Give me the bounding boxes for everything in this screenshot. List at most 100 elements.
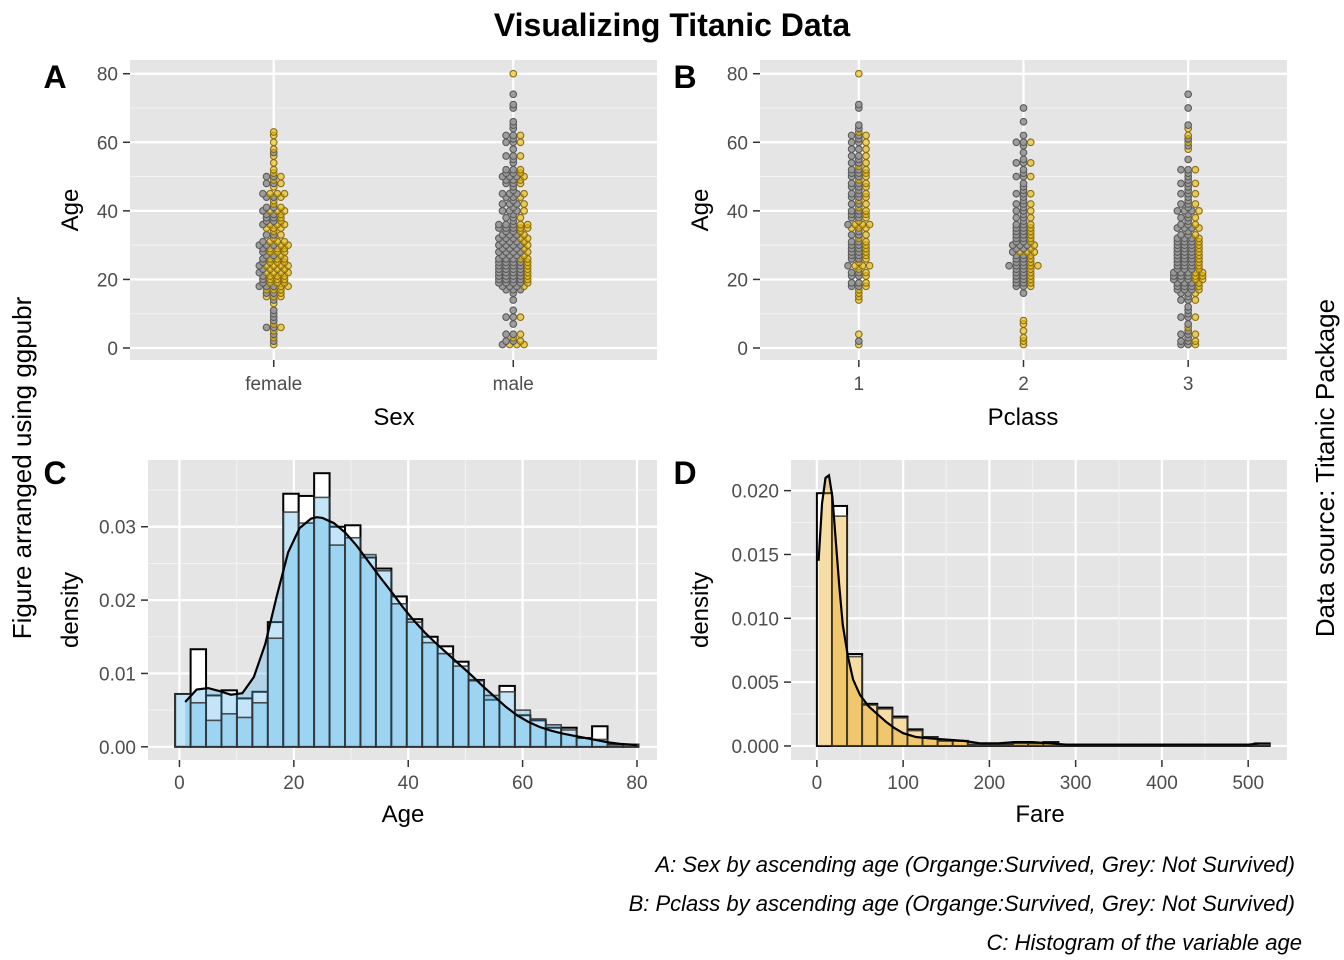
dot-not-survived — [1012, 220, 1021, 229]
y-tick-label: 0.005 — [731, 673, 779, 694]
filled-histogram-bar — [498, 690, 516, 748]
filled-histogram-bar — [328, 544, 346, 748]
dot-survived — [862, 159, 870, 167]
dot-not-survived — [1019, 117, 1028, 126]
dot-not-survived — [259, 189, 267, 198]
dot-survived — [862, 268, 870, 277]
dot-survived — [1191, 213, 1200, 222]
dot-not-survived — [1019, 155, 1028, 164]
dot-survived — [1019, 316, 1028, 325]
dot-survived — [280, 237, 289, 246]
dot-not-survived — [854, 152, 863, 160]
dot-survived — [280, 189, 289, 198]
dot-not-survived — [1012, 189, 1021, 198]
dot-survived — [862, 237, 870, 246]
dot-not-survived — [1177, 165, 1185, 174]
filled-histogram-bar — [1253, 743, 1271, 747]
dot-survived — [862, 145, 870, 153]
dot-survived — [509, 69, 518, 78]
filled-histogram-bar — [390, 602, 408, 748]
dot-not-survived — [1019, 148, 1028, 157]
y-tick-label: 0.015 — [731, 545, 779, 566]
filled-histogram-bar — [220, 712, 238, 748]
panel-tag: D — [673, 455, 696, 491]
y-tick-label: 60 — [727, 133, 748, 154]
x-tick-label: 500 — [1232, 773, 1264, 794]
y-tick-label: 40 — [727, 202, 748, 223]
dot-not-survived — [262, 231, 271, 239]
dot-survived — [862, 165, 870, 174]
dot-not-survived — [1177, 200, 1185, 208]
dot-survived — [516, 152, 525, 160]
dot-survived — [516, 220, 525, 229]
dot-survived — [862, 138, 870, 147]
dot-survived — [516, 337, 525, 345]
filled-histogram-bar — [359, 553, 377, 748]
dot-survived — [516, 330, 525, 339]
dot-not-survived — [847, 268, 856, 277]
panel-a: A Sex Age 0 20 40 60 80 female male — [43, 59, 657, 431]
dot-survived — [1026, 172, 1035, 181]
y-axis-title: Age — [57, 189, 84, 232]
filled-histogram-bar — [297, 522, 315, 748]
filled-histogram-bar — [236, 716, 254, 748]
x-tick-label: 80 — [626, 773, 647, 794]
dot-not-survived — [847, 200, 856, 208]
dot-not-survived — [509, 313, 518, 321]
dot-not-survived — [847, 237, 856, 246]
x-tick-label: 20 — [283, 773, 304, 794]
dot-not-survived — [1012, 172, 1021, 181]
dot-not-survived — [498, 200, 507, 208]
dot-survived — [862, 200, 870, 208]
density-line — [184, 516, 638, 747]
panel-d: D Fare density 0.000 0.005 0.010 0.015 0.020 0 10… — [673, 455, 1287, 828]
dot-not-survived — [502, 330, 510, 339]
dot-not-survived — [1019, 131, 1028, 140]
dot-not-survived — [1177, 337, 1185, 345]
x-tick-label: 0 — [812, 773, 823, 794]
dot-survived — [862, 279, 870, 287]
dot-survived — [1191, 231, 1200, 239]
dot-survived — [1191, 189, 1200, 198]
dot-survived — [1026, 213, 1035, 222]
dot-survived — [862, 231, 870, 239]
dot-not-survived — [262, 323, 271, 332]
dot-survived — [269, 145, 278, 153]
figure-title: Visualizing Titanic Data — [494, 7, 850, 43]
y-tick-label: 0.000 — [731, 737, 779, 758]
x-tick-label: 200 — [974, 773, 1006, 794]
dot-survived — [1026, 189, 1035, 198]
dot-not-survived — [854, 145, 863, 153]
right-caption: Data source: Titanic Package — [1310, 299, 1340, 637]
dot-not-survived — [847, 207, 856, 215]
x-tick-label: 3 — [1183, 374, 1194, 395]
dot-not-survived — [847, 165, 856, 174]
dot-not-survived — [847, 159, 856, 167]
dot-not-survived — [1177, 189, 1185, 198]
dot-not-survived — [1177, 231, 1185, 239]
filled-histogram-bar — [313, 496, 331, 748]
dot-not-survived — [1177, 296, 1185, 304]
dot-survived — [865, 220, 874, 229]
dot-survived — [269, 165, 278, 174]
dot-not-survived — [1019, 138, 1028, 147]
dot-survived — [266, 189, 274, 198]
dot-not-survived — [509, 306, 518, 315]
x-tick-label: male — [493, 374, 534, 395]
dot-survived — [520, 207, 528, 215]
y-tick-label: 0 — [737, 339, 748, 360]
dot-survived — [1026, 207, 1035, 215]
dot-not-survived — [854, 100, 863, 109]
dot-not-survived — [847, 138, 856, 147]
dot-not-survived — [259, 237, 267, 246]
filled-histogram-bar — [205, 719, 223, 748]
dot-not-survived — [269, 306, 278, 315]
dot-survived — [516, 131, 525, 140]
caption-line-2: B: Pclass by ascending age (Organge:Surv… — [629, 891, 1295, 916]
panel-c: C Age density 0.00 0.01 0.02 0.03 0 20 40 60 80 — [43, 455, 657, 828]
x-tick-label: 1 — [854, 374, 865, 395]
dot-not-survived — [502, 313, 510, 321]
filled-histogram-bar — [452, 665, 470, 748]
dot-not-survived — [1184, 320, 1193, 328]
